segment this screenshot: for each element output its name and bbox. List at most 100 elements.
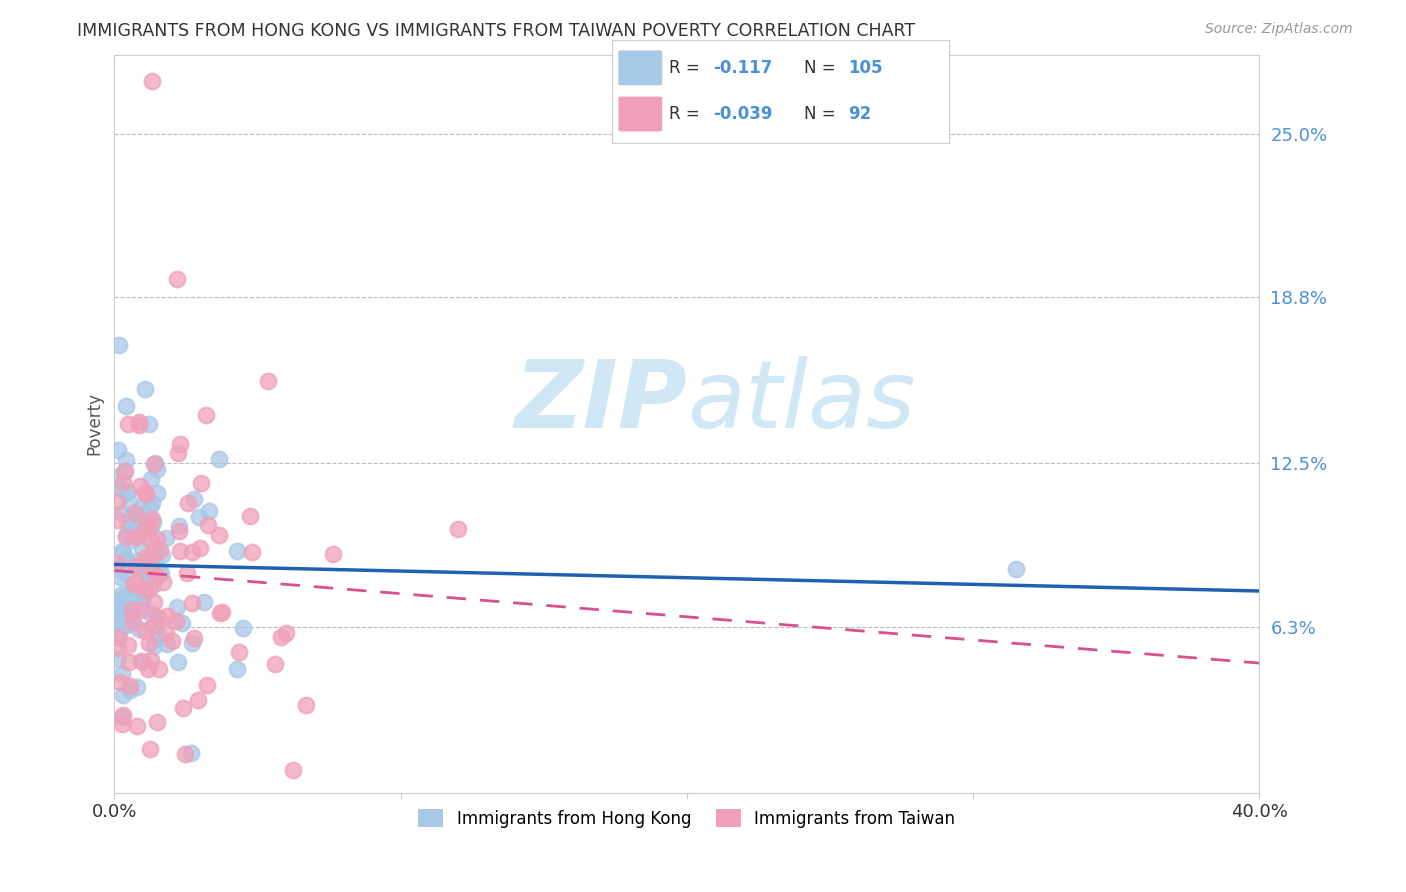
Point [139,500,162,514]
Point [117,417,139,432]
Text: R =: R = [669,59,704,77]
Text: ZIP: ZIP [515,356,688,448]
Point [120,583,142,598]
Point [117,484,139,499]
Point [143,457,166,471]
Point [152,575,174,590]
Point [134,486,156,500]
Point [108,338,131,352]
Point [118,656,141,670]
Point [114,601,136,615]
Point [146,568,169,582]
Point [129,654,152,668]
Point [134,583,156,598]
Point [114,530,136,544]
Point [134,624,156,639]
Point [148,662,170,676]
Point [149,542,172,557]
Point [124,574,146,589]
Point [148,631,170,645]
Point [198,504,221,518]
Point [141,496,163,510]
Point [166,599,188,614]
Point [124,506,146,520]
Point [155,626,177,640]
Point [131,501,153,516]
Text: atlas: atlas [688,356,915,447]
Point [180,746,202,760]
Point [281,763,304,777]
Point [188,541,211,555]
Point [120,607,142,622]
Point [107,651,129,665]
Point [108,570,131,584]
Point [148,565,170,579]
Point [111,559,134,574]
Point [142,619,165,633]
Point [111,506,134,520]
Point [183,631,205,645]
Text: 105: 105 [848,59,883,77]
Point [169,437,191,451]
Point [135,550,157,565]
Point [121,507,143,521]
Point [165,614,187,628]
Point [111,708,134,723]
Point [107,442,129,457]
Text: N =: N = [804,59,841,77]
Text: IMMIGRANTS FROM HONG KONG VS IMMIGRANTS FROM TAIWAN POVERTY CORRELATION CHART: IMMIGRANTS FROM HONG KONG VS IMMIGRANTS … [77,22,915,40]
Point [208,451,231,466]
Point [131,558,153,572]
Point [136,516,159,530]
Text: R =: R = [669,105,704,123]
Point [124,593,146,607]
Point [211,605,233,619]
Point [108,596,131,610]
Point [107,640,129,655]
Point [105,480,128,494]
Point [167,524,190,538]
Point [139,742,162,756]
Point [169,543,191,558]
Point [120,496,142,510]
Point [124,522,146,536]
Point [181,636,204,650]
Point [114,557,136,571]
Point [150,566,173,581]
Point [115,528,138,542]
Legend: Immigrants from Hong Kong, Immigrants from Taiwan: Immigrants from Hong Kong, Immigrants fr… [411,801,963,836]
Point [142,577,165,591]
Point [167,519,190,533]
Point [128,415,150,429]
Point [118,516,141,531]
Point [208,606,231,620]
Point [121,533,143,548]
Point [156,608,179,623]
Point [114,617,136,632]
Point [115,400,138,414]
Point [112,545,135,559]
Text: -0.039: -0.039 [713,105,772,123]
Point [111,544,134,558]
Point [187,510,209,524]
Point [124,560,146,574]
Point [105,624,128,639]
Point [138,517,160,532]
Point [129,523,152,537]
Point [114,464,136,478]
Point [143,544,166,558]
Point [139,520,162,534]
Point [112,565,135,579]
Point [193,595,215,609]
Point [131,592,153,607]
Point [146,610,169,624]
Point [231,621,253,635]
Point [181,596,204,610]
Point [118,683,141,698]
Point [138,636,160,650]
Point [143,542,166,557]
Point [166,272,188,286]
Point [128,622,150,636]
Y-axis label: Poverty: Poverty [86,392,103,456]
Point [145,714,167,729]
